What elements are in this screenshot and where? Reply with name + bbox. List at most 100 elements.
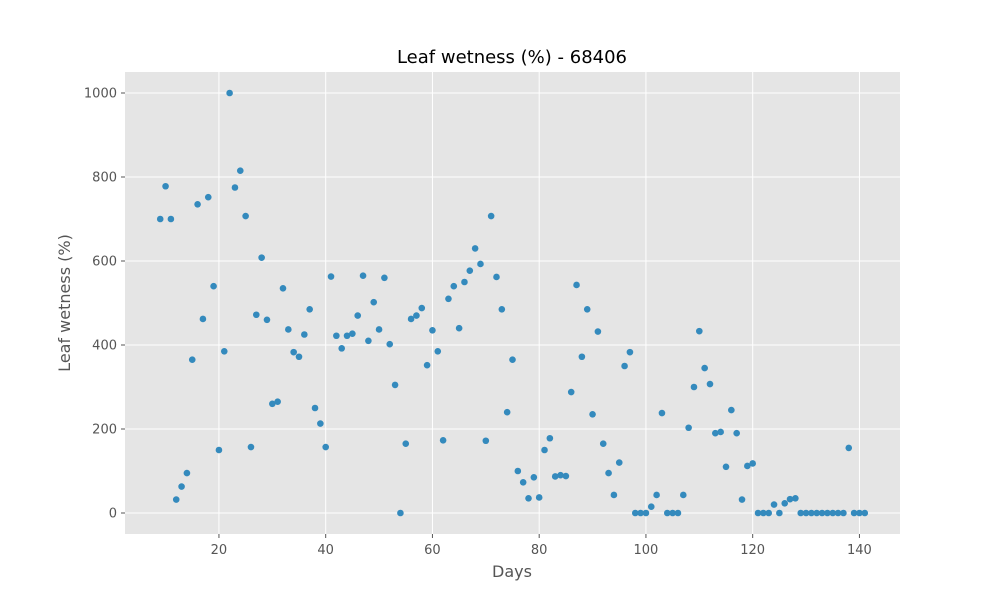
data-point bbox=[626, 348, 634, 356]
grid-horizontal bbox=[125, 92, 900, 514]
data-point bbox=[642, 509, 650, 517]
plot-background bbox=[125, 72, 900, 534]
data-point bbox=[669, 509, 676, 517]
data-point bbox=[226, 89, 233, 97]
data-point bbox=[754, 509, 762, 517]
data-point bbox=[418, 304, 426, 312]
data-point bbox=[583, 306, 591, 313]
y-axis-ticks: 0 200 400 600 800 1000 bbox=[84, 87, 125, 522]
x-tick-label: 100 bbox=[634, 543, 659, 558]
data-point bbox=[541, 446, 548, 454]
data-point bbox=[813, 509, 821, 517]
data-point bbox=[562, 472, 570, 480]
grid-vertical bbox=[218, 72, 860, 534]
data-point bbox=[455, 324, 463, 332]
data-point bbox=[594, 328, 602, 335]
data-point bbox=[301, 331, 308, 338]
data-point bbox=[674, 509, 682, 517]
data-point bbox=[274, 398, 281, 406]
data-point bbox=[391, 381, 399, 389]
data-point bbox=[856, 509, 863, 517]
data-point bbox=[781, 500, 789, 507]
data-point bbox=[370, 298, 378, 306]
y-axis-label: Leaf wetness (%) bbox=[55, 234, 74, 372]
data-point bbox=[786, 495, 794, 503]
data-points bbox=[156, 89, 869, 517]
data-point bbox=[658, 409, 666, 417]
data-point bbox=[663, 509, 671, 517]
data-point bbox=[322, 443, 329, 451]
data-point bbox=[599, 440, 607, 448]
x-tick-label: 80 bbox=[531, 543, 548, 558]
data-point bbox=[183, 469, 191, 477]
data-point bbox=[429, 327, 436, 334]
data-point bbox=[242, 212, 249, 220]
data-point bbox=[407, 315, 415, 323]
data-point bbox=[349, 330, 356, 337]
data-point bbox=[247, 443, 255, 451]
data-point bbox=[397, 509, 404, 517]
data-point bbox=[829, 509, 837, 517]
data-point bbox=[381, 274, 388, 282]
data-point bbox=[269, 400, 276, 408]
data-point bbox=[386, 340, 394, 348]
data-point bbox=[359, 272, 367, 280]
data-point bbox=[834, 509, 842, 517]
data-point bbox=[365, 337, 372, 345]
data-point bbox=[530, 474, 538, 481]
y-tick-label: 0 bbox=[109, 507, 117, 522]
data-point bbox=[679, 491, 687, 499]
data-point bbox=[845, 444, 853, 452]
data-point bbox=[770, 501, 778, 508]
data-point bbox=[546, 434, 554, 442]
data-point bbox=[728, 406, 735, 414]
data-point bbox=[439, 437, 447, 444]
data-point bbox=[423, 361, 431, 369]
data-point bbox=[482, 437, 490, 445]
data-point bbox=[162, 182, 169, 190]
data-point bbox=[696, 327, 703, 335]
data-point bbox=[637, 509, 644, 517]
data-point bbox=[445, 295, 452, 303]
data-point bbox=[253, 311, 260, 319]
data-point bbox=[327, 273, 335, 280]
data-point bbox=[578, 353, 586, 361]
y-tick-label: 1000 bbox=[84, 87, 117, 102]
data-point bbox=[818, 509, 826, 517]
data-point bbox=[712, 429, 719, 437]
x-axis-ticks: 20 40 60 80 100 120 140 bbox=[211, 534, 872, 558]
data-point bbox=[701, 364, 708, 372]
x-axis-label: Days bbox=[492, 562, 532, 581]
data-point bbox=[621, 362, 628, 370]
data-point bbox=[749, 460, 756, 467]
y-tick-label: 800 bbox=[92, 171, 117, 186]
data-point bbox=[706, 380, 714, 388]
data-point bbox=[631, 509, 639, 517]
data-point bbox=[317, 420, 324, 427]
data-point bbox=[487, 212, 495, 220]
data-point bbox=[797, 509, 805, 517]
data-point bbox=[263, 316, 271, 324]
data-point bbox=[279, 285, 287, 292]
data-point bbox=[338, 345, 346, 352]
data-point bbox=[653, 491, 660, 499]
data-point bbox=[615, 459, 623, 466]
data-point bbox=[204, 193, 212, 201]
data-point bbox=[760, 509, 767, 517]
y-tick-label: 200 bbox=[92, 423, 117, 438]
data-point bbox=[220, 348, 228, 355]
data-point bbox=[333, 332, 340, 340]
data-point bbox=[375, 326, 383, 333]
data-point bbox=[167, 215, 175, 223]
data-point bbox=[733, 429, 740, 437]
data-point bbox=[840, 509, 847, 517]
data-point bbox=[551, 473, 559, 480]
data-point bbox=[306, 306, 313, 313]
data-point bbox=[519, 479, 527, 486]
data-point bbox=[765, 509, 772, 517]
data-point bbox=[477, 260, 484, 268]
data-point bbox=[215, 446, 223, 454]
data-point bbox=[503, 408, 511, 416]
data-point bbox=[493, 273, 500, 281]
